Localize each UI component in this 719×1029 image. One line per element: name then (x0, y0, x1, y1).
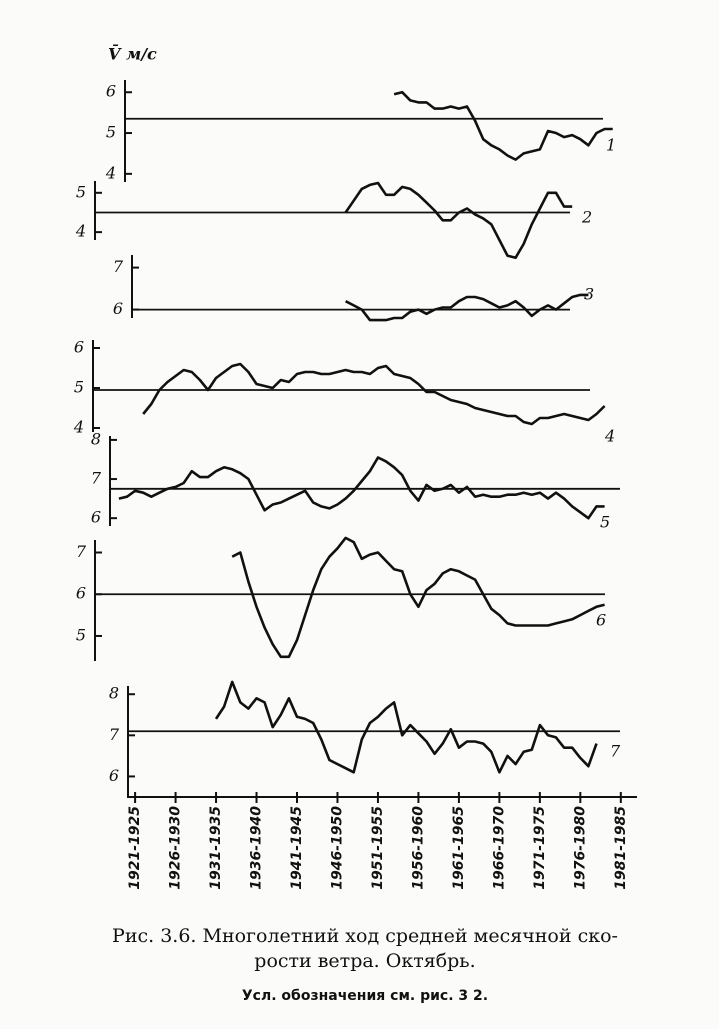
x-tick-label: 1946-1950 (329, 806, 345, 890)
y-tick-label: 7 (109, 725, 120, 744)
y-tick-label: 6 (109, 766, 119, 785)
y-tick-label: 6 (113, 299, 123, 318)
series-label: 3 (584, 285, 594, 304)
y-tick-label: 6 (74, 338, 84, 357)
series-label: 5 (600, 513, 610, 532)
x-tick-label: 1966-1970 (491, 806, 507, 890)
x-tick-label: 1921-1925 (127, 806, 143, 890)
x-tick-label: 1971-1975 (532, 806, 548, 890)
y-tick-label: 7 (91, 469, 102, 488)
caption-line: Рис. 3.6. Многолетний ход средней месячн… (112, 925, 618, 947)
caption-note: Усл. обозначения см. рис. 3 2. (242, 988, 488, 1004)
x-tick-label: 1961-1965 (451, 806, 467, 890)
y-tick-label: 6 (91, 508, 101, 527)
y-tick-label: 8 (109, 684, 119, 703)
series-line (393, 90, 613, 161)
series-label: 7 (610, 742, 621, 761)
y-tick-label: 5 (76, 182, 86, 201)
y-tick-label: 4 (73, 418, 84, 437)
series-line (231, 536, 605, 659)
series-line (118, 456, 605, 520)
series-label: 6 (596, 611, 606, 630)
y-tick-label: 7 (113, 257, 124, 276)
series-label: 1 (606, 136, 616, 155)
caption-line: рости ветра. Октябрь. (254, 950, 475, 972)
y-tick-label: 6 (106, 82, 116, 101)
series-label: 2 (581, 208, 592, 227)
y-tick-label: 8 (91, 429, 101, 448)
series-line (214, 680, 598, 774)
x-tick-label: 1936-1940 (249, 806, 265, 890)
x-tick-label: 1951-1955 (370, 806, 386, 890)
series-line (142, 362, 606, 426)
y-axis-label: V̄ м/с (108, 44, 157, 64)
y-tick-label: 4 (105, 163, 116, 182)
x-tick-label: 1941-1945 (289, 806, 305, 890)
y-tick-label: 5 (74, 378, 84, 397)
series-label: 4 (604, 427, 615, 446)
x-tick-label: 1931-1935 (208, 806, 224, 890)
y-tick-label: 5 (106, 123, 116, 142)
series-line (345, 293, 589, 322)
series-line (344, 181, 573, 259)
y-tick-label: 5 (76, 625, 86, 644)
x-tick-label: 1976-1980 (572, 806, 588, 890)
y-tick-label: 7 (76, 542, 87, 561)
x-tick-label: 1926-1930 (168, 806, 184, 890)
y-tick-label: 4 (75, 222, 86, 241)
x-tick-label: 1981-1985 (613, 806, 629, 890)
y-tick-label: 6 (76, 584, 86, 603)
x-tick-label: 1956-1960 (410, 806, 426, 890)
